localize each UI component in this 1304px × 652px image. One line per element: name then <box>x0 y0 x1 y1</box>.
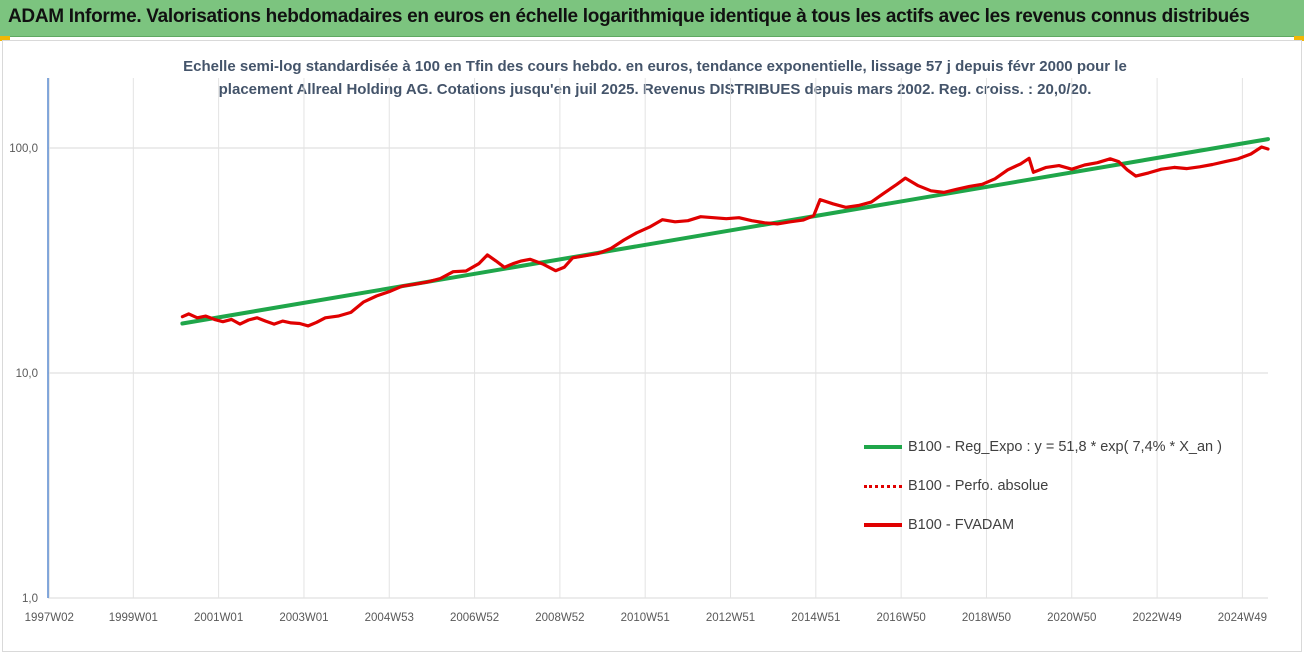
y-tick-label: 1,0 <box>22 593 38 605</box>
chart-title-line-2: placement Allreal Holding AG. Cotations … <box>218 81 1092 98</box>
series-line-0 <box>180 137 1270 326</box>
x-tick-label: 2001W01 <box>194 612 243 624</box>
banner: ADAM Informe. Valorisations hebdomadaire… <box>0 0 1304 37</box>
x-tick-label: 2008W52 <box>535 612 584 624</box>
chart-title-line-1: Echelle semi-log standardisée à 100 en T… <box>183 58 1127 75</box>
series-line-2 <box>180 145 1270 328</box>
x-tick-label: 2022W49 <box>1132 612 1181 624</box>
legend-label-perfo: B100 - Perfo. absolue <box>908 478 1049 494</box>
legend-swatch-fvadam <box>864 523 902 527</box>
x-tick-label: 2012W51 <box>706 612 755 624</box>
x-tick-label: 2018W50 <box>962 612 1011 624</box>
legend-label-regression: B100 - Reg_Expo : y = 51,8 * exp( 7,4% *… <box>908 439 1222 455</box>
corner-accent-right <box>1294 36 1304 41</box>
x-tick-label: 2004W53 <box>365 612 414 624</box>
x-tick-label: 2006W52 <box>450 612 499 624</box>
x-tick-label: 1999W01 <box>109 612 158 624</box>
x-tick-label: 2014W51 <box>791 612 840 624</box>
x-tick-label: 2020W50 <box>1047 612 1096 624</box>
x-tick-label: 2016W50 <box>877 612 926 624</box>
y-tick-label: 10,0 <box>16 368 38 380</box>
x-tick-label: 1997W02 <box>25 612 74 624</box>
x-tick-label: 2024W49 <box>1218 612 1267 624</box>
x-tick-label: 2010W51 <box>621 612 670 624</box>
x-tick-label: 2003W01 <box>279 612 328 624</box>
y-tick-label: 100,0 <box>9 143 38 155</box>
legend-swatch-regression <box>864 445 902 449</box>
banner-title: ADAM Informe. Valorisations hebdomadaire… <box>8 6 1250 27</box>
corner-accent-left <box>0 36 10 41</box>
legend-label-fvadam: B100 - FVADAM <box>908 517 1015 533</box>
legend-swatch-perfo <box>864 485 902 488</box>
